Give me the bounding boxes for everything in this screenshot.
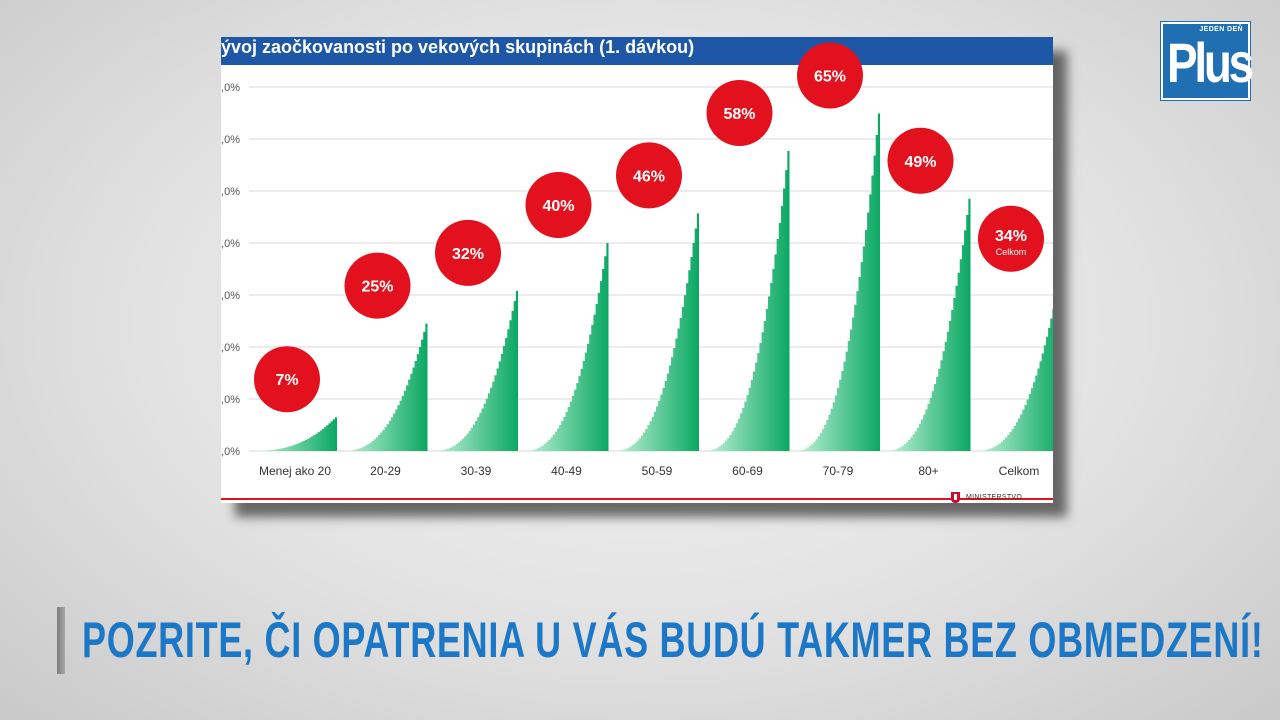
logo-small-text: JEDEN DEŇ [1199, 26, 1243, 33]
chart-title: ývoj zaočkovanosti po vekových skupinách… [221, 37, 694, 57]
data-label-circle [978, 205, 1044, 272]
data-label-circle [525, 172, 592, 238]
data-label: 65% [814, 69, 846, 86]
y-tick-label: ,0% [221, 394, 240, 406]
headline-accent-bar [57, 607, 65, 674]
chart-header-band [221, 37, 1053, 65]
bar-group-6 [794, 113, 880, 452]
data-label: 25% [361, 279, 393, 296]
category-label: 60-69 [732, 464, 763, 478]
bar-group-3 [522, 243, 609, 451]
bar-group-1 [341, 323, 428, 451]
category-label: 70-79 [823, 464, 854, 478]
y-tick-label: ,0% [221, 290, 240, 302]
data-label-circle [254, 346, 320, 413]
data-label-circle [706, 79, 773, 146]
bar-group-5 [703, 150, 790, 451]
data-label: 32% [452, 246, 484, 263]
ministry-footer: MINISTERSTVO [951, 491, 1022, 503]
data-label: 34% [995, 228, 1027, 245]
data-label-circle [616, 142, 682, 209]
category-label: Celkom [999, 464, 1040, 478]
bar-group-2 [432, 290, 518, 451]
category-label: 80+ [918, 464, 938, 478]
bar-group-0 [251, 417, 337, 451]
category-label: 30-39 [461, 464, 492, 478]
y-tick-label: ,0% [221, 186, 240, 198]
data-label-circle [435, 219, 501, 286]
data-label-circle [887, 127, 954, 194]
data-label: 58% [723, 106, 755, 123]
data-label: 7% [275, 372, 298, 389]
bar-group-4 [613, 213, 699, 451]
data-label-circle [344, 252, 411, 319]
y-tick-label: ,0% [221, 446, 240, 458]
y-tick-label: ,0% [221, 238, 240, 250]
chart-svg: ývoj zaočkovanosti po vekových skupinách… [221, 37, 1053, 500]
slovak-crest-icon [951, 491, 960, 503]
data-label: 46% [633, 168, 665, 185]
bar-group-8 [975, 308, 1053, 451]
data-label: 49% [904, 154, 936, 171]
vaccination-chart: ývoj zaočkovanosti po vekových skupinách… [221, 37, 1053, 503]
data-label: 40% [542, 198, 574, 215]
data-label-sublabel: Celkom [996, 247, 1027, 257]
ministry-label: MINISTERSTVO [966, 493, 1023, 501]
y-tick-label: ,0% [221, 82, 240, 94]
y-tick-label: ,0% [221, 342, 240, 354]
category-label: 50-59 [642, 464, 673, 478]
category-label: 40-49 [551, 464, 582, 478]
bar-group-7 [884, 198, 971, 451]
category-label: Menej ako 20 [259, 464, 331, 478]
data-label-circle [797, 42, 863, 109]
y-tick-label: ,0% [221, 134, 240, 146]
plus-jeden-den-logo: JEDEN DEŇ Plus [1161, 22, 1254, 100]
headline-ticker: POZRITE, ČI OPATRENIA U VÁS BUDÚ TAKMER … [82, 612, 1264, 668]
category-label: 20-29 [370, 464, 401, 478]
logo-big-text: Plus [1167, 31, 1254, 94]
